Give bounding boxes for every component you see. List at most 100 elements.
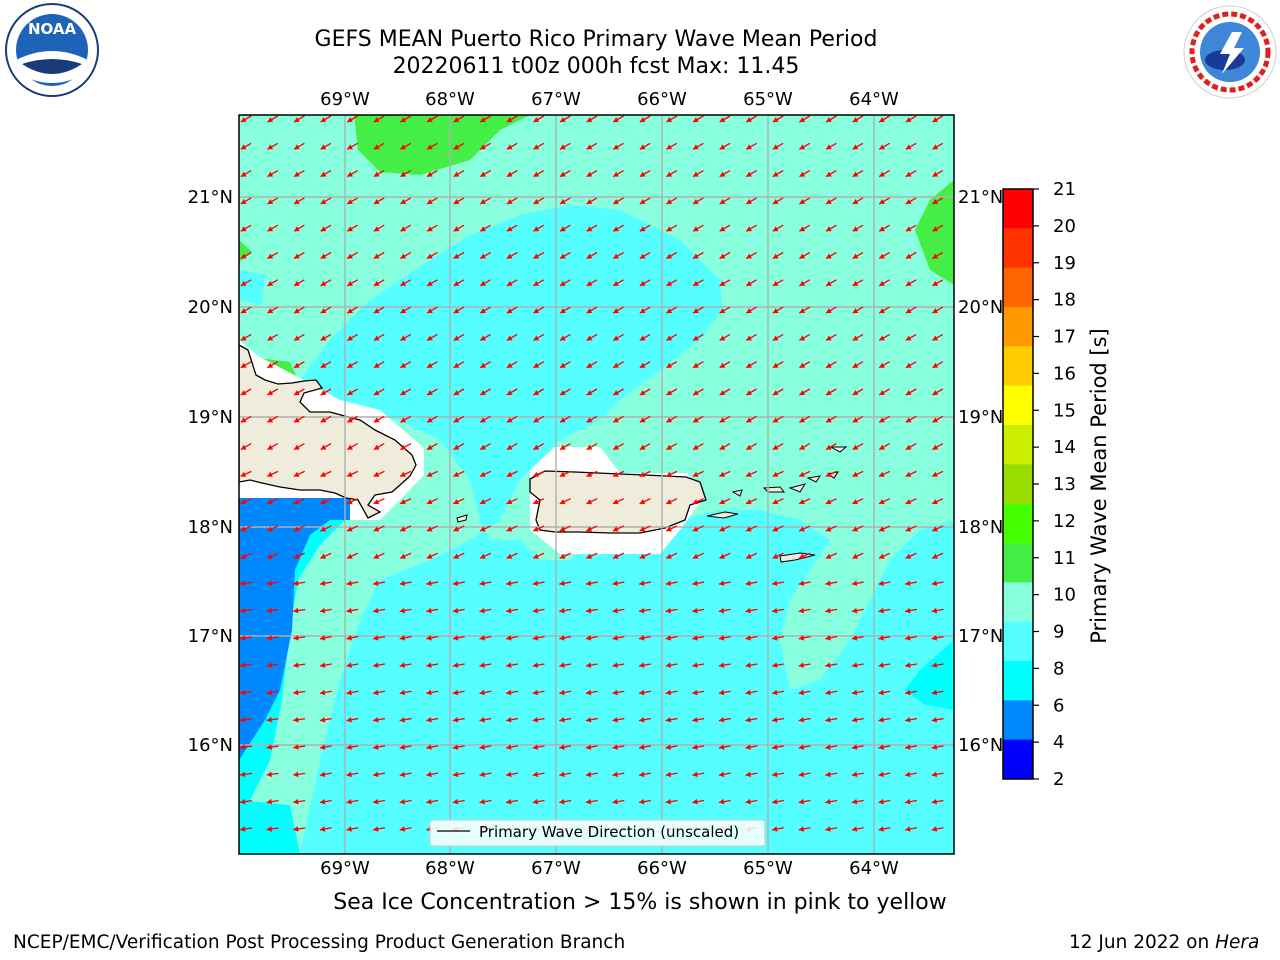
wave-arrow [745, 170, 757, 178]
wave-arrow [825, 744, 838, 750]
wave-arrow [479, 170, 491, 178]
wave-arrow [346, 251, 358, 260]
wave-arrow [852, 279, 864, 287]
wave-arrow [559, 170, 571, 178]
wave-arrow [373, 470, 385, 478]
wave-arrow [505, 744, 519, 750]
wave-arrow [638, 771, 652, 778]
wave-arrow [293, 552, 305, 559]
wave-arrow [639, 470, 651, 478]
wave-arrow [586, 470, 598, 478]
wave-arrow [825, 798, 838, 805]
wave-arrow [426, 306, 438, 314]
wave-arrow [639, 224, 651, 232]
wave-arrow [612, 607, 625, 614]
wave-arrow [559, 525, 571, 532]
wave-arrow [799, 251, 811, 260]
wave-arrow [320, 170, 332, 178]
wave-arrow [612, 498, 625, 505]
colorbar-tick-label: 14 [1053, 437, 1076, 458]
wave-arrow [293, 170, 305, 178]
wave-arrow [905, 115, 917, 123]
wave-arrow [293, 771, 306, 778]
wave-arrow [532, 689, 545, 696]
wave-arrow [479, 552, 492, 559]
wave-arrow [905, 306, 917, 314]
colorbar-segment [1003, 503, 1033, 544]
wave-arrow [559, 607, 572, 614]
wave-arrow [533, 443, 545, 451]
wave-arrow [799, 115, 811, 123]
wave-arrow [239, 826, 253, 832]
wave-arrow [320, 415, 332, 423]
wave-arrow [426, 333, 438, 341]
wave-arrow [240, 279, 252, 287]
lon-label-top: 65°W [743, 89, 793, 110]
wave-arrow [852, 115, 864, 123]
wave-arrow [745, 142, 757, 150]
wave-arrow [878, 443, 890, 451]
wave-arrow [559, 388, 571, 396]
wave-arrow [320, 251, 332, 260]
wave-arrow [505, 771, 519, 778]
wave-arrow [479, 689, 492, 696]
colorbar-tick-label: 11 [1053, 548, 1076, 569]
wave-arrow [852, 388, 864, 396]
wave-arrow [479, 251, 491, 260]
wave-arrow [346, 415, 358, 423]
wave-arrow [319, 635, 332, 641]
wave-arrow [319, 717, 332, 723]
wave-arrow [719, 333, 731, 341]
wave-arrow [772, 170, 784, 178]
wave-arrow [905, 170, 917, 178]
colorbar-tick-label: 16 [1053, 363, 1076, 384]
wave-arrow [400, 142, 412, 150]
wave-arrow [719, 224, 731, 232]
wave-arrow [638, 744, 652, 750]
wave-arrow [586, 170, 598, 178]
wave-arrow [905, 443, 917, 451]
lon-label-top: 68°W [425, 89, 475, 110]
wave-arrow [771, 635, 785, 641]
wave-arrow [372, 689, 386, 696]
wave-arrow [718, 689, 731, 696]
footer-date: 12 Jun 2022 on [1069, 932, 1216, 953]
wave-arrow [638, 717, 652, 723]
wave-arrow [798, 552, 811, 559]
wave-arrow [426, 251, 438, 260]
wave-arrow [852, 415, 864, 423]
wave-arrow [559, 361, 571, 369]
colorbar-tick-label: 20 [1053, 216, 1076, 237]
wave-arrow [293, 716, 306, 723]
wave-arrow [532, 635, 545, 641]
wave-arrow [559, 798, 572, 805]
legend-label: Primary Wave Direction (unscaled) [479, 823, 739, 841]
colorbar-segment [1003, 267, 1033, 308]
wave-arrow [612, 115, 624, 123]
wave-arrow [585, 635, 598, 641]
wave-arrow [665, 607, 678, 614]
wave-arrow [586, 525, 598, 532]
wave-arrow [825, 415, 837, 423]
wave-arrow [346, 744, 359, 750]
plot-subtitle: 20220611 t00z 000h fcst Max: 11.45 [392, 54, 800, 79]
wave-arrow [932, 170, 944, 178]
wave-arrow [692, 443, 704, 451]
wave-arrow [905, 142, 917, 150]
wave-arrow [293, 498, 305, 505]
wave-arrow [798, 498, 811, 505]
wave-arrow [586, 443, 598, 451]
wave-arrow [585, 771, 598, 778]
wave-arrow [506, 170, 518, 178]
wave-arrow [665, 689, 678, 696]
wave-arrow [320, 552, 332, 559]
wave-arrow [692, 470, 704, 478]
wave-arrow [505, 607, 519, 614]
wave-arrow [426, 552, 438, 559]
colorbar-tick-label: 21 [1053, 179, 1076, 200]
wave-arrow [533, 142, 545, 150]
colorbar-tick-label: 12 [1053, 511, 1076, 532]
wave-arrow [825, 498, 837, 505]
wave-arrow [453, 197, 465, 205]
wave-arrow [240, 224, 252, 232]
